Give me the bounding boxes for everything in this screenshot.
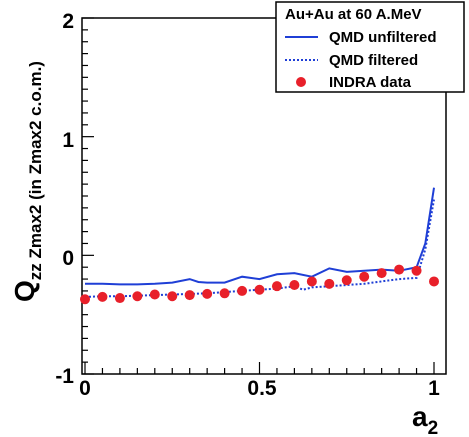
indra-data-point — [289, 280, 300, 290]
indra-data-point — [394, 264, 405, 275]
indra-data-point — [237, 285, 248, 296]
indra-data-point — [341, 275, 352, 286]
x-tick-label-2: 1 — [428, 377, 440, 400]
y-tick-label-3: 2 — [62, 10, 74, 33]
qmd-filtered-line — [84, 199, 435, 298]
y-axis-title: Qzz Zmax2 (in Zmax2 c.o.m.) — [9, 61, 45, 302]
legend-box — [275, 1, 465, 93]
indra-data-point — [359, 271, 370, 282]
indra-data-point — [254, 284, 265, 295]
axis-ticks — [82, 17, 435, 375]
y-tick-label-2: 1 — [62, 129, 74, 152]
indra-data-point — [271, 281, 282, 292]
indra-data-point — [132, 291, 143, 302]
legend-label-filtered: QMD filtered — [329, 52, 418, 69]
y-axis-title-main: Q — [9, 280, 40, 302]
x-tick-label-0: 0 — [79, 377, 91, 400]
indra-data-point — [219, 288, 230, 299]
indra-data-point — [167, 291, 178, 302]
indra-data-point — [80, 294, 90, 305]
indra-data-point — [376, 268, 387, 279]
qmd-unfiltered-line — [85, 187, 435, 286]
indra-data-point — [429, 276, 439, 287]
series-layer — [80, 187, 439, 305]
y-tick-label-1: 0 — [62, 247, 74, 270]
y-axis-title-sub: zz Zmax2 (in Zmax2 c.o.m.) — [26, 61, 45, 280]
legend-swatch-indra — [296, 77, 306, 87]
indra-data-point — [306, 276, 317, 287]
indra-data-point — [97, 291, 108, 302]
indra-data-point — [149, 289, 160, 300]
indra-data-point — [184, 290, 195, 301]
x-tick-label-1: 0.5 — [247, 377, 277, 400]
indra-data-point — [114, 293, 125, 304]
legend-label-indra: INDRA data — [329, 74, 412, 91]
indra-data-point — [324, 278, 335, 289]
legend-label-unfiltered: QMD unfiltered — [329, 29, 437, 46]
x-axis-title-sub: 2 — [428, 418, 439, 437]
indra-data-point — [411, 265, 422, 276]
y-tick-label-0: -1 — [55, 365, 74, 388]
indra-data-point — [202, 288, 213, 299]
x-axis-title: a2 — [412, 401, 438, 437]
x-axis-title-main: a — [412, 401, 428, 432]
legend-header: Au+Au at 60 A.MeV — [285, 6, 422, 23]
legend: Au+Au at 60 A.MeV QMD unfiltered QMD fil… — [275, 1, 465, 93]
